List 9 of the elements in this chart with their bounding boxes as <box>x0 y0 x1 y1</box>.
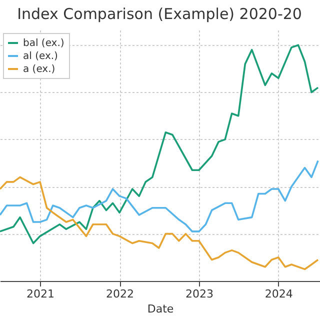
x-tick-label: 2024 <box>264 288 293 300</box>
x-tick-label: 2021 <box>26 288 55 300</box>
legend-label: bal (ex.) <box>23 38 64 49</box>
chart-title: Index Comparison (Example) 2020-20 <box>17 5 302 23</box>
legend-label: al (ex.) <box>23 51 58 62</box>
x-axis-title: Date <box>147 302 174 316</box>
x-tick-label: 2022 <box>106 288 134 300</box>
x-tick-label: 2023 <box>185 288 214 300</box>
legend-label: a (ex.) <box>23 64 56 75</box>
